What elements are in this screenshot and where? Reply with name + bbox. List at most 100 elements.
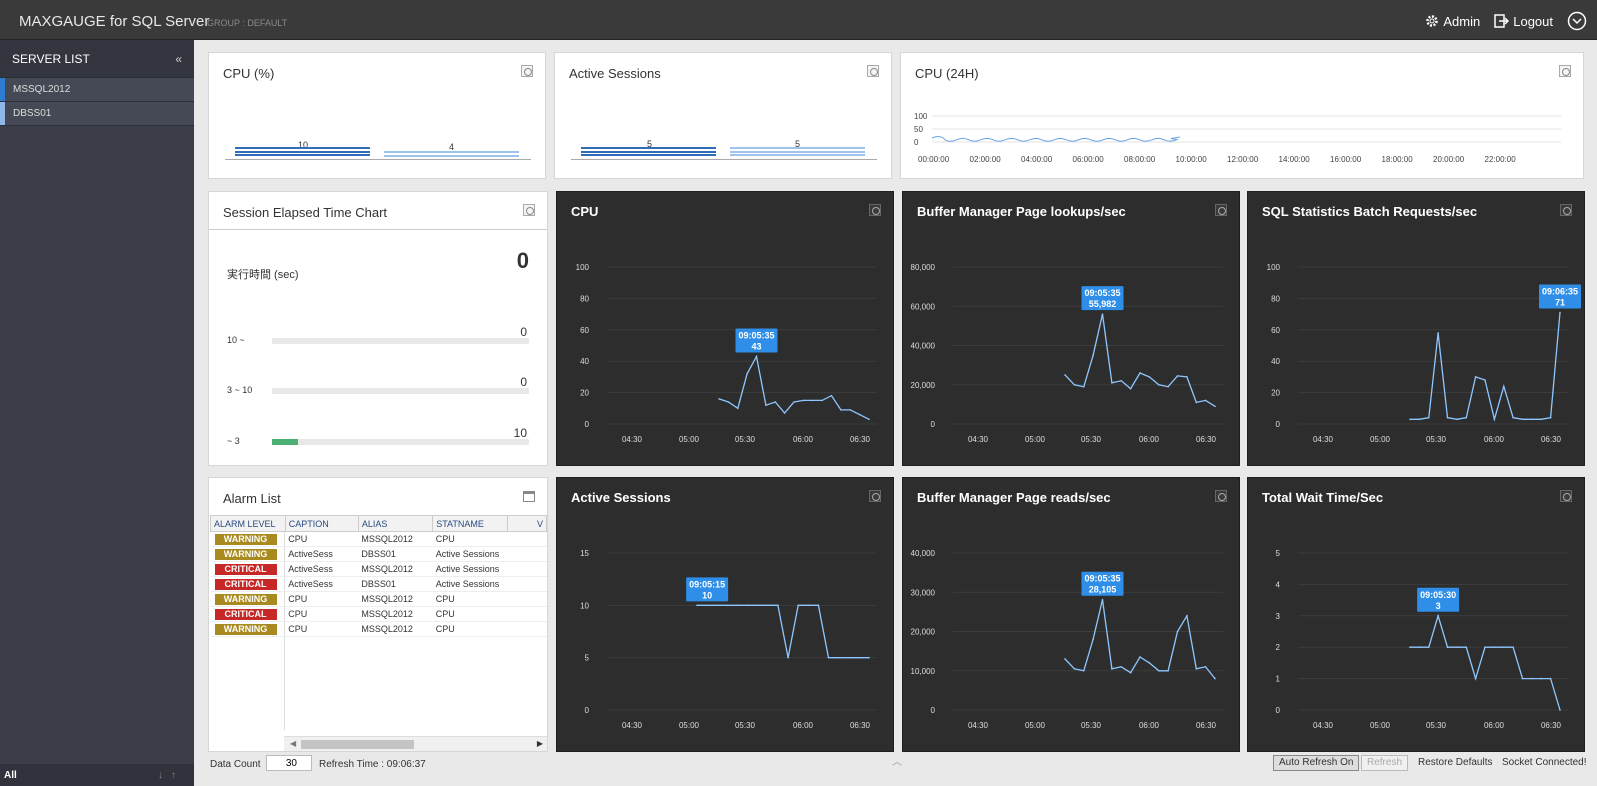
sidebar-item-dbss01[interactable]: DBSS01: [0, 102, 194, 126]
cpu-24h-chart: 100 50 0 00:00:00 02:00:00 04:00:00 06:00:00 08…: [914, 112, 1561, 164]
scrollbar-thumb[interactable]: [301, 740, 414, 749]
data-point: [1139, 372, 1141, 374]
maximize-icon[interactable]: [523, 491, 535, 502]
table-row[interactable]: WARNING CPU MSSQL2012 CPU: [210, 531, 547, 547]
tooltip-box: [735, 328, 778, 353]
x-tick-label: 06:00: [793, 721, 814, 730]
settings-icon[interactable]: [1215, 490, 1227, 502]
collapse-up-icon[interactable]: ︿: [892, 757, 902, 768]
logout-button[interactable]: Logout: [1494, 14, 1553, 29]
data-point: [1148, 662, 1151, 664]
alarm-value: [507, 621, 547, 637]
data-point: [807, 604, 810, 607]
admin-label: Admin: [1443, 13, 1481, 29]
table-row[interactable]: CRITICAL ActiveSess DBSS01 Active Sessions: [210, 576, 547, 592]
data-point: [1540, 677, 1543, 680]
buffer-lookups-line-chart: 0 20,000 40,000 60,000 80,000 04:30 05:00 05:30…: [911, 263, 1223, 444]
data-point: [1437, 615, 1439, 617]
table-row[interactable]: CRITICAL ActiveSess MSSQL2012 Active Sessio…: [210, 561, 547, 577]
data-point: [1195, 401, 1198, 404]
y-tick-label: 1: [1276, 675, 1281, 684]
y-tick-label: 20: [1271, 389, 1280, 398]
alarm-statname: CPU: [432, 591, 508, 607]
data-point: [706, 604, 708, 607]
data-point: [1446, 416, 1449, 419]
chevron-down-icon[interactable]: [1567, 11, 1587, 31]
alarm-value: [507, 531, 547, 547]
x-tick-label: 04:00:00: [1021, 155, 1053, 164]
panel-title: SQL Statistics Batch Requests/sec: [1262, 204, 1478, 219]
alarm-statname: CPU: [432, 531, 508, 547]
scroll-right-icon[interactable]: ▶: [536, 739, 543, 748]
column-header[interactable]: STATNAME: [432, 515, 508, 532]
data-point: [1167, 385, 1169, 388]
settings-icon[interactable]: [521, 65, 533, 77]
alarm-level-badge: CRITICAL: [213, 607, 278, 621]
collapse-sidebar-icon[interactable]: «: [175, 51, 182, 66]
settings-icon[interactable]: [869, 204, 881, 216]
arrow-up-icon[interactable]: ↑: [171, 769, 184, 781]
settings-icon[interactable]: [1215, 204, 1227, 216]
data-point: [696, 604, 698, 607]
data-count-stepper[interactable]: [266, 755, 312, 771]
settings-icon[interactable]: [1560, 204, 1572, 216]
sessions-value-dbss01: 5: [795, 139, 801, 149]
settings-icon[interactable]: [523, 204, 535, 216]
settings-icon[interactable]: [869, 490, 881, 502]
alarm-value: [507, 606, 547, 622]
x-tick-label: 05:30: [735, 435, 756, 444]
data-point: [1148, 376, 1151, 378]
auto-refresh-toggle[interactable]: Auto Refresh On: [1273, 755, 1360, 771]
table-row[interactable]: WARNING CPU MSSQL2012 CPU: [210, 621, 547, 637]
sidebar-item-mssql2012[interactable]: MSSQL2012: [0, 78, 194, 102]
data-point: [1204, 666, 1207, 668]
cpu-24h-panel: CPU (24H) 100 50 0 00:00:00 02:00:00 04:00:00…: [900, 52, 1584, 179]
data-point: [1111, 381, 1113, 384]
buffer-reads-panel: 0 10,000 20,000 30,000 40,000 04:30 05:00 05:30…: [902, 477, 1240, 752]
y-tick-label: 20,000: [911, 381, 936, 390]
x-tick-label: 05:30: [735, 721, 756, 730]
range-bar: [272, 338, 529, 344]
restore-defaults-button[interactable]: Restore Defaults: [1418, 757, 1493, 768]
x-tick-label: 02:00:00: [970, 155, 1002, 164]
y-tick-label: 40,000: [911, 549, 936, 558]
logout-icon: [1494, 14, 1510, 28]
settings-icon[interactable]: [867, 65, 879, 77]
server-list-sidebar: SERVER LIST « MSSQL2012 DBSS01 All ↓↑: [0, 40, 194, 786]
range-label: 3 ~ 10: [227, 385, 253, 395]
sql-batch-panel: 0 20 40 60 80 100 04:30 05:00 05:30 06:00 06:30 09:…: [1247, 191, 1585, 466]
alarm-statname: Active Sessions: [432, 546, 508, 562]
settings-icon[interactable]: [1560, 490, 1572, 502]
settings-icon[interactable]: [1559, 65, 1571, 77]
horizontal-scrollbar[interactable]: ◀ ▶: [284, 736, 547, 751]
alarm-caption: CPU: [285, 591, 359, 607]
data-point: [1195, 667, 1198, 670]
tooltip-value: 71: [1555, 298, 1565, 308]
table-row[interactable]: CRITICAL CPU MSSQL2012 CPU: [210, 606, 547, 622]
alarm-caption: ActiveSess: [285, 561, 359, 577]
socket-status: Socket Connected!: [1502, 757, 1587, 768]
tooltip-time: 09:06:35: [1542, 287, 1578, 297]
table-row[interactable]: WARNING ActiveSess DBSS01 Active Sessions: [210, 546, 547, 562]
y-tick-label: 40: [1271, 357, 1280, 366]
data-point: [718, 398, 720, 400]
scroll-left-icon[interactable]: ◀: [290, 739, 297, 748]
alarm-alias: MSSQL2012: [358, 531, 433, 547]
alarm-list-panel: Alarm List ALARM LEVEL CAPTION ALIAS STA…: [208, 477, 548, 752]
refresh-button[interactable]: Refresh: [1361, 755, 1409, 771]
table-row[interactable]: WARNING CPU MSSQL2012 CPU: [210, 591, 547, 607]
x-tick-label: 05:30: [1081, 721, 1102, 730]
data-point: [858, 656, 860, 659]
admin-button[interactable]: Admin: [1425, 14, 1480, 29]
arrow-down-icon[interactable]: ↓: [158, 769, 171, 781]
column-header[interactable]: ALIAS: [357, 515, 434, 532]
column-header[interactable]: CAPTION: [284, 515, 359, 532]
column-header[interactable]: ALARM LEVEL: [210, 515, 286, 532]
server-filter-all[interactable]: All: [4, 769, 17, 781]
alarm-caption: CPU: [285, 606, 359, 622]
alarm-table: ALARM LEVEL CAPTION ALIAS STATNAME V WAR…: [210, 515, 547, 637]
data-point: [1111, 667, 1113, 670]
column-header[interactable]: V: [507, 515, 547, 532]
x-tick-label: 04:30: [1313, 721, 1334, 730]
x-tick-label: 06:30: [1541, 435, 1562, 444]
